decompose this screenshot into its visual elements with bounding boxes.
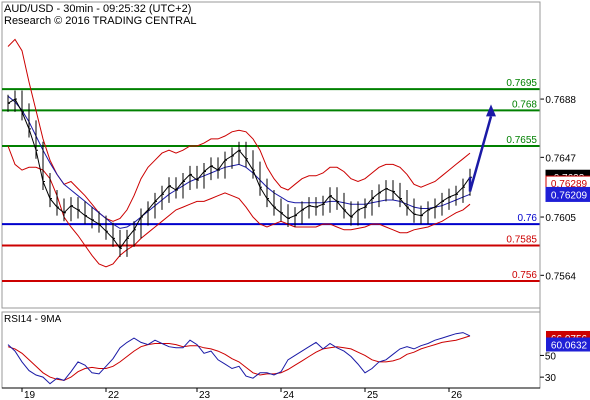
chart-subtitle: Research © 2016 TRADING CENTRAL	[4, 15, 197, 27]
rsi-y-tick-label: 30	[545, 373, 557, 384]
chart-title: AUD/USD - 30min - 09:25:32 (UTC+2)	[4, 3, 191, 15]
level-label: 0.756	[512, 270, 537, 281]
rsi-y-tick-label: 50	[545, 351, 557, 362]
level-label: 0.7585	[506, 234, 537, 245]
y-tick-label: 0.7605	[545, 213, 576, 224]
price-badge-label: 0.76289	[551, 179, 588, 190]
x-tick-label: 19	[24, 390, 36, 400]
rsi-line	[7, 332, 471, 385]
price-panel-frame	[1, 1, 541, 309]
y-tick-label: 0.7564	[545, 271, 576, 282]
level-label: 0.7655	[506, 135, 537, 146]
forecast-arrowhead	[486, 104, 496, 117]
x-tick-label: 22	[108, 390, 120, 400]
rsi-panel-frame	[1, 311, 541, 389]
x-tick-label: 25	[367, 390, 379, 400]
forecast-line	[468, 116, 493, 192]
level-label: 0.76	[518, 213, 538, 224]
price-badge-label: 0.76209	[551, 190, 588, 201]
bollinger-upper-line	[7, 38, 471, 222]
y-tick-label: 0.7688	[545, 95, 576, 106]
bollinger-lower-line	[7, 145, 471, 268]
x-tick-label: 23	[199, 390, 211, 400]
level-label: 0.768	[512, 99, 537, 110]
rsi-ma-line	[7, 335, 471, 381]
level-label: 0.7695	[506, 78, 537, 89]
price-badge	[545, 186, 590, 202]
price-line	[7, 98, 471, 250]
price-panel: 0.7695 0.768 0.7655 0.76 0.7585 0.756	[1, 1, 541, 309]
x-tick-label: 26	[451, 390, 463, 400]
rsi-badge	[546, 337, 590, 352]
y-tick-label: 0.7647	[545, 153, 576, 164]
rsi-badge-label: 60.0632	[551, 341, 588, 352]
x-tick-label: 24	[283, 390, 295, 400]
rsi-panel	[1, 311, 541, 389]
rsi-title: RSI14 - 9MA	[4, 314, 62, 325]
